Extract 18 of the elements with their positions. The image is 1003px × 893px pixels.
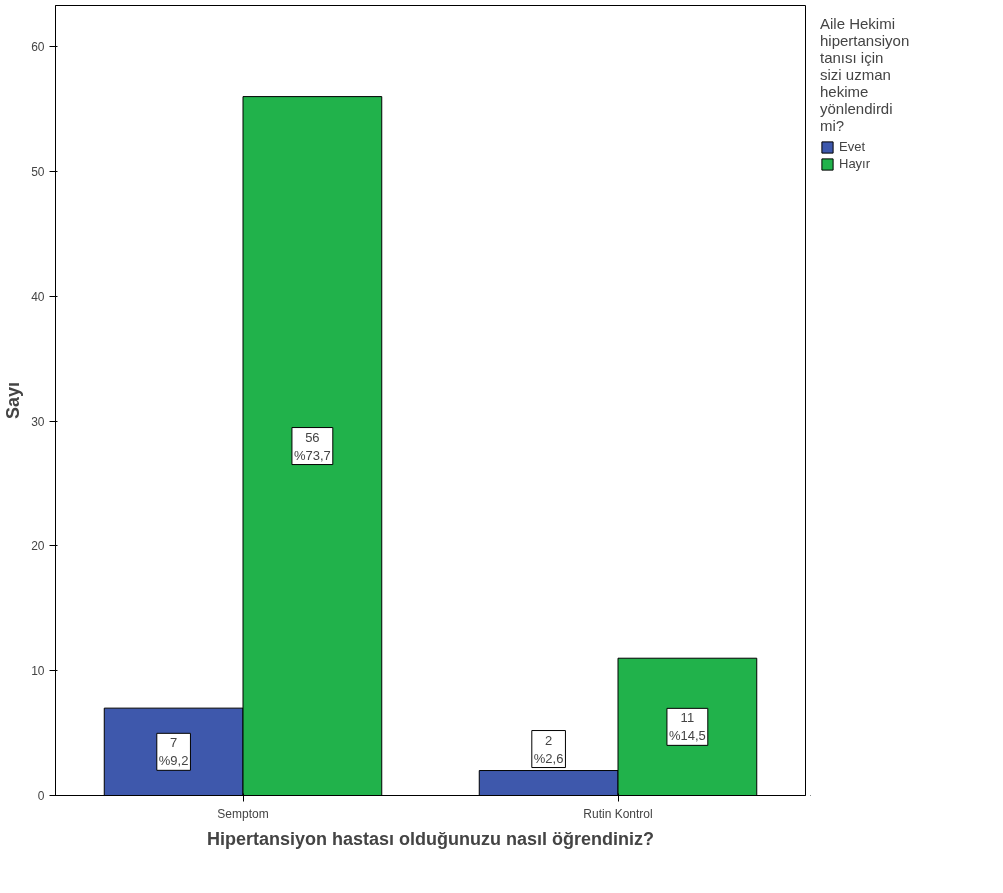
legend-label: Evet bbox=[839, 139, 866, 154]
legend-title: Aile Hekimi hipertansiyon tanısı için sizi uzman hekime yönlendirdi mi? bbox=[820, 15, 910, 134]
y-tick-label: 50 bbox=[31, 164, 45, 179]
y-tick-label: 20 bbox=[31, 539, 45, 554]
legend-label: Hayır bbox=[839, 156, 871, 171]
data-label: 56 %73,7 bbox=[293, 429, 331, 463]
y-tick-label: 40 bbox=[31, 289, 45, 304]
y-tick-label: 60 bbox=[31, 40, 45, 55]
x-axis-title: Hipertansiyon hastası olduğunuzu nasıl öğrendiniz? bbox=[206, 828, 655, 849]
y-axis-title: Sayı bbox=[3, 381, 24, 420]
y-tick-label: 0 bbox=[37, 789, 45, 803]
y-tick-label: 30 bbox=[31, 414, 45, 429]
y-tick-label: 10 bbox=[31, 664, 45, 679]
x-tick-label: Semptom bbox=[217, 806, 269, 821]
data-label: 7 %9,2 bbox=[158, 735, 189, 769]
data-label: 11 %14,5 bbox=[668, 710, 706, 744]
data-label: 2 %2,6 bbox=[533, 732, 564, 766]
x-tick-label: Rutin Kontrol bbox=[583, 806, 653, 821]
